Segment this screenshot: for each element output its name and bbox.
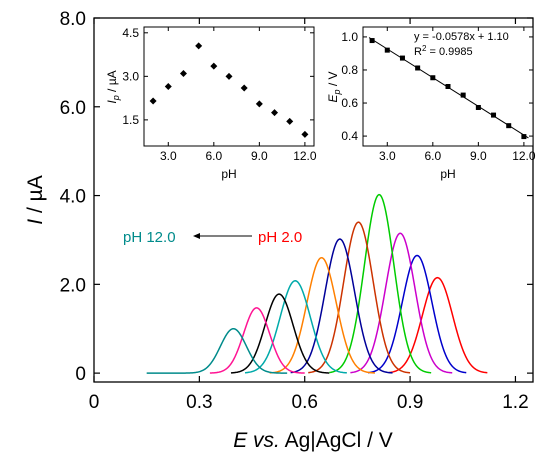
inset-x-tick-label: 9.0 <box>251 149 268 163</box>
inset-point <box>460 92 466 98</box>
main-y-ticks: 0 2.0 4.0 6.0 8.0 <box>60 9 533 385</box>
inset-potential-y-title: Ep / V <box>326 71 342 102</box>
voltammogram-4 <box>329 193 432 374</box>
inset-x-tick-label: 12.0 <box>512 149 536 163</box>
voltammogram-8 <box>244 280 347 374</box>
fit-equation: y = -0.0578x + 1.10 <box>414 31 509 43</box>
inset-point <box>149 97 157 105</box>
inset-point <box>506 123 512 129</box>
inset-x-tick-label: 3.0 <box>379 149 396 163</box>
inset-point <box>430 75 436 81</box>
main-x-ticks: 0 0.3 0.6 0.9 1.2 <box>89 18 529 413</box>
voltammogram-2 <box>367 254 467 374</box>
inset-potential-x-title: pH <box>440 167 455 181</box>
inset-point <box>399 55 405 61</box>
ph-right-label: pH 2.0 <box>258 229 302 246</box>
inset-x-tick-label: 9.0 <box>470 149 487 163</box>
fit-r2: R2 = 0.9985 <box>414 44 473 58</box>
inset-point <box>369 38 375 44</box>
inset-potential-chart: 3.0 6.0 9.0 12.0 0.4 0.6 0.8 1.0 Ep / V pH y = … <box>326 26 536 181</box>
ph-arrow-head <box>193 233 200 239</box>
inset-x-tick-label: 6.0 <box>205 149 222 163</box>
main-curves <box>146 193 488 374</box>
inset-current-frame <box>143 26 315 147</box>
main-y-tick-label: 8.0 <box>60 9 86 30</box>
main-y-tick-label: 6.0 <box>60 98 86 119</box>
inset-current-chart: 3.0 6.0 9.0 12.0 1.5 3.0 4.5 Ip / µA pH <box>105 26 317 181</box>
inset-y-tick-label: 1.5 <box>122 113 139 127</box>
inset-y-tick-label: 0.4 <box>341 129 358 143</box>
inset-point <box>491 112 497 118</box>
voltammogram-11 <box>146 327 288 374</box>
inset-y-tick-label: 0.8 <box>341 63 358 77</box>
inset-x-tick-label: 12.0 <box>293 149 317 163</box>
inset-y-tick-label: 1.0 <box>341 30 358 44</box>
inset-point <box>179 69 187 77</box>
inset-potential-ticks: 3.0 6.0 9.0 12.0 0.4 0.6 0.8 1.0 <box>341 27 536 163</box>
inset-x-tick-label: 3.0 <box>160 149 177 163</box>
inset-point <box>301 130 309 138</box>
main-x-tick-label: 1.2 <box>502 392 528 413</box>
main-chart: 0 0.3 0.6 0.9 1.2 0 2.0 4.0 6.0 8.0 pH 12.0 pH 2… <box>24 9 534 452</box>
main-y-tick-label: 2.0 <box>60 275 86 296</box>
inset-point <box>210 62 218 70</box>
inset-current-points <box>149 42 309 138</box>
inset-point <box>475 104 481 110</box>
inset-y-tick-label: 0.6 <box>341 96 358 110</box>
voltammogram-9 <box>230 293 330 374</box>
voltammogram-3 <box>350 232 453 374</box>
voltammogram-7 <box>269 256 375 374</box>
inset-y-tick-label: 3.0 <box>122 69 139 83</box>
voltammogram-6 <box>290 238 393 374</box>
inset-y-tick-label: 4.5 <box>122 26 139 40</box>
inset-point <box>286 117 294 125</box>
inset-point <box>271 109 279 117</box>
ph-left-label: pH 12.0 <box>123 229 176 246</box>
main-plot-frame <box>93 17 534 383</box>
main-y-tick-label: 4.0 <box>60 187 86 208</box>
inset-point <box>255 100 263 108</box>
inset-point <box>415 65 421 71</box>
voltammogram-10 <box>209 307 305 374</box>
main-x-tick-label: 0.6 <box>292 392 318 413</box>
inset-current-y-title: Ip / µA <box>105 70 121 103</box>
inset-point <box>240 84 248 92</box>
main-x-tick-label: 0.3 <box>186 392 212 413</box>
inset-point <box>384 47 390 53</box>
inset-x-tick-label: 6.0 <box>424 149 441 163</box>
voltammogram-1 <box>388 276 488 374</box>
main-x-tick-label: 0.9 <box>397 392 423 413</box>
inset-point <box>164 83 172 90</box>
inset-point <box>521 134 527 140</box>
inset-potential-points <box>369 38 527 140</box>
main-x-axis-title: E vs. Ag|AgCl / V <box>233 429 393 452</box>
inset-point <box>225 72 233 80</box>
inset-current-x-title: pH <box>221 167 236 181</box>
main-x-tick-label: 0 <box>89 392 100 413</box>
inset-point <box>195 42 203 50</box>
inset-point <box>445 84 451 89</box>
main-y-axis-title: I / µA <box>24 175 47 224</box>
main-y-tick-label: 0 <box>75 364 86 385</box>
inset-current-ticks: 3.0 6.0 9.0 12.0 1.5 3.0 4.5 <box>122 26 317 163</box>
